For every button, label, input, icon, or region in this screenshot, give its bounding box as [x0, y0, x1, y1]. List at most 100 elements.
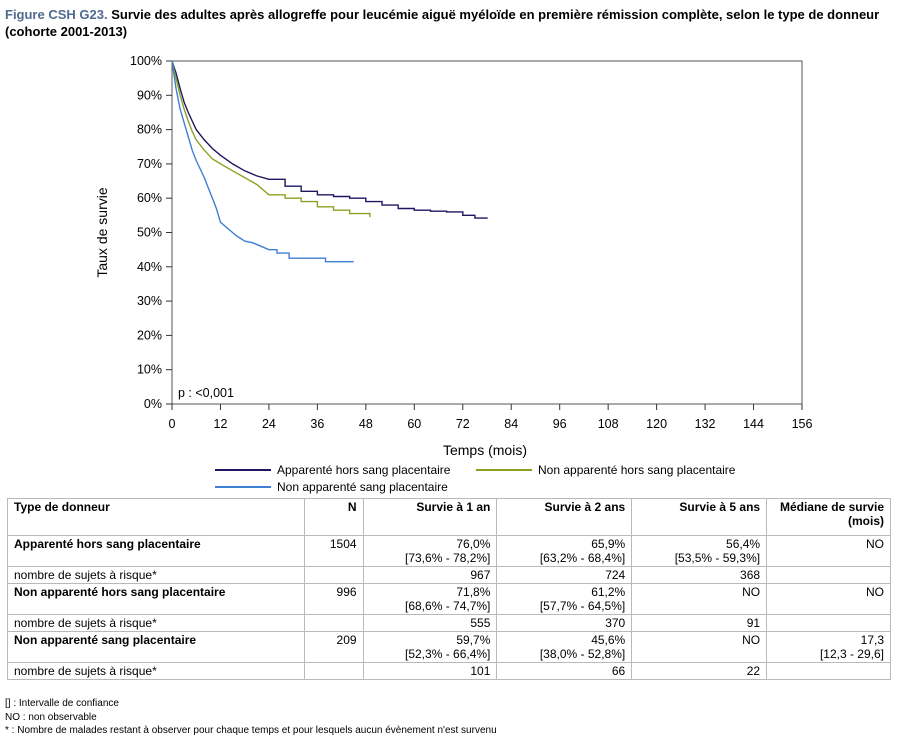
table-cell: Apparenté hors sang placentaire [7, 535, 305, 567]
table-cell: 66 [496, 662, 633, 680]
legend-item-3: Non apparenté sang placentaire [215, 480, 448, 494]
table-cell: 209 [303, 631, 364, 663]
cell-value: 65,9% [591, 537, 626, 551]
cell-confidence-interval: [73,6% - 78,2%] [405, 551, 491, 565]
p-value-annotation: p : <0,001 [178, 386, 234, 400]
x-tick-label: 12 [214, 417, 228, 431]
table-body: Apparenté hors sang placentaire 1504 76,0%… [7, 535, 891, 680]
series-line-2 [171, 60, 371, 218]
table-row: Apparenté hors sang placentaire 1504 76,0%… [7, 535, 891, 567]
cell-value: 17,3 [860, 633, 884, 647]
legend-swatch-3 [215, 486, 271, 488]
table-cell: 555 [362, 614, 498, 632]
table-cell: nombre de sujets à risque* [7, 566, 305, 584]
cell-value: 91 [746, 616, 761, 630]
cell-value: Apparenté hors sang placentaire [14, 537, 201, 551]
table-cell: 17,3 [12,3 - 29,6] [766, 631, 891, 663]
footnote: NO : non observable [5, 711, 97, 723]
table-cell [766, 662, 891, 680]
cell-confidence-interval: [68,6% - 74,7%] [405, 599, 491, 613]
series-line-1 [171, 60, 488, 219]
table-row: Non apparenté sang placentaire 209 59,7% [5… [7, 631, 891, 663]
table-cell: 368 [631, 566, 768, 584]
x-tick-label: 120 [646, 417, 667, 431]
cell-value: nombre de sujets à risque* [14, 616, 157, 630]
x-tick-label: 96 [553, 417, 567, 431]
table-header: N [303, 498, 364, 536]
legend-swatch-2 [476, 469, 532, 471]
y-tick-label: 30% [137, 294, 162, 308]
x-tick-label: 72 [456, 417, 470, 431]
table-cell: nombre de sujets à risque* [7, 614, 305, 632]
footnote: [] : Intervalle de confiance [5, 698, 119, 709]
cell-value: 996 [336, 585, 357, 599]
table-row-at-risk: nombre de sujets à risque* 967 724 368 [7, 566, 891, 584]
results-table: Type de donneur N Survie à 1 an Survie à… [7, 498, 891, 680]
table-cell: 724 [496, 566, 633, 584]
table-cell: nombre de sujets à risque* [7, 662, 305, 680]
cell-confidence-interval: [12,3 - 29,6] [819, 647, 884, 661]
table-cell: Non apparenté hors sang placentaire [7, 583, 305, 615]
x-tick-label: 108 [598, 417, 619, 431]
table-cell: NO [631, 583, 768, 615]
table-cell: NO [766, 583, 891, 615]
x-tick-label: 60 [407, 417, 421, 431]
cell-value: Non apparenté sang placentaire [14, 633, 197, 647]
y-tick-label: 60% [137, 191, 162, 205]
cell-value: 724 [605, 568, 626, 582]
cell-value: 45,6% [591, 633, 626, 647]
x-tick-label: 36 [310, 417, 324, 431]
cell-value: 61,2% [591, 585, 626, 599]
table-header: Survie à 2 ans [496, 498, 633, 536]
table-header: Type de donneur [7, 498, 305, 536]
table-cell: 65,9% [63,2% - 68,4%] [496, 535, 633, 567]
cell-value: 56,4% [726, 537, 761, 551]
cell-value: nombre de sujets à risque* [14, 568, 157, 582]
cell-value: 370 [605, 616, 626, 630]
table-cell [766, 614, 891, 632]
cell-confidence-interval: [38,0% - 52,8%] [539, 647, 626, 661]
x-tick-label: 0 [169, 417, 176, 431]
cell-value: NO [866, 585, 884, 599]
table-row: Non apparenté hors sang placentaire 996 71… [7, 583, 891, 615]
y-tick-label: 40% [137, 260, 162, 274]
survival-chart: 0% 10% 20% 30% 40% 50% 60% 70% 80% 90% 100% 0 12 24 36… [94, 54, 813, 458]
y-tick-label: 80% [137, 123, 162, 137]
table-cell: 61,2% [57,7% - 64,5%] [496, 583, 633, 615]
cell-value: 967 [470, 568, 491, 582]
table-cell [766, 566, 891, 584]
legend-item-2: Non apparenté hors sang placentaire [476, 463, 735, 477]
table-cell [303, 566, 364, 584]
y-tick-label: 90% [137, 88, 162, 102]
x-tick-label: 144 [743, 417, 764, 431]
table-cell: Non apparenté sang placentaire [7, 631, 305, 663]
legend-label-3: Non apparenté sang placentaire [277, 480, 448, 494]
x-tick-label: 24 [262, 417, 276, 431]
cell-confidence-interval: [63,2% - 68,4%] [539, 551, 626, 565]
table-row-at-risk: nombre de sujets à risque* 101 66 22 [7, 662, 891, 680]
cell-value: 71,8% [456, 585, 491, 599]
table-cell: 71,8% [68,6% - 74,7%] [362, 583, 498, 615]
y-tick-label: 20% [137, 328, 162, 342]
y-tick-label: 0% [144, 397, 162, 411]
y-tick-label: 50% [137, 226, 162, 240]
figure-title-text: Survie des adultes après allogreffe pour… [5, 7, 880, 39]
y-tick-label: 10% [137, 363, 162, 377]
legend-swatch-1 [215, 469, 271, 471]
x-tick-label: 132 [695, 417, 716, 431]
table-cell: NO [631, 631, 768, 663]
cell-confidence-interval: [53,5% - 59,3%] [674, 551, 761, 565]
table-cell: 996 [303, 583, 364, 615]
legend-item-1: Apparenté hors sang placentaire [215, 463, 450, 477]
table-cell: 101 [362, 662, 498, 680]
cell-value: 555 [470, 616, 491, 630]
table-cell: NO [766, 535, 891, 567]
cell-confidence-interval: [57,7% - 64,5%] [539, 599, 626, 613]
series-line-3 [171, 60, 354, 263]
cell-value: 1504 [329, 537, 357, 551]
table-cell: 967 [362, 566, 498, 584]
table-cell: 1504 [303, 535, 364, 567]
legend-label-1: Apparenté hors sang placentaire [277, 463, 451, 477]
plot-frame [171, 60, 803, 405]
x-tick-label: 156 [792, 417, 813, 431]
